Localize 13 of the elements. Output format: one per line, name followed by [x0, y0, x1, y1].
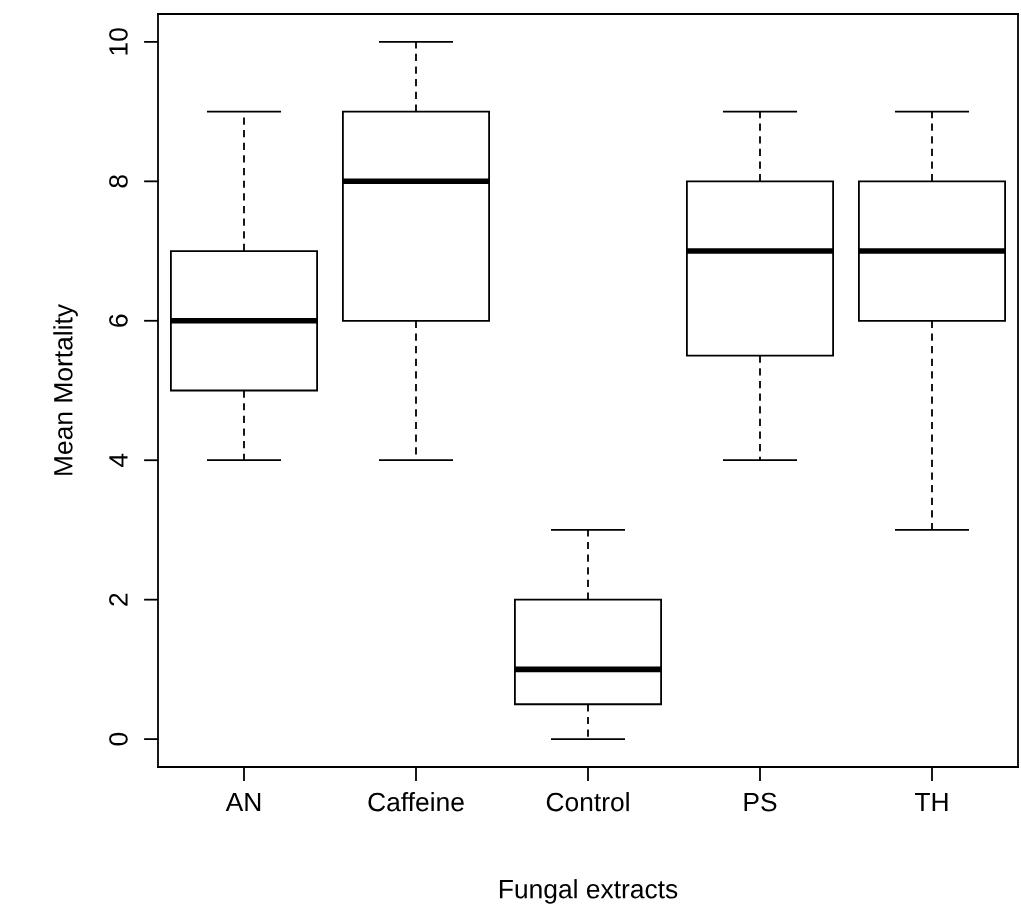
x-tick-label: Control [546, 792, 629, 812]
x-tick-label: AN [225, 792, 261, 812]
y-tick-label: 10 [109, 28, 128, 55]
x-tick-label: Caffeine [368, 792, 464, 812]
y-tick-label: 6 [109, 314, 128, 327]
y-tick-label: 4 [109, 453, 128, 467]
x-tick-label: TH [915, 792, 948, 812]
x-axis-title: Fungal extracts [499, 879, 678, 904]
y-tick-label: 2 [109, 593, 128, 606]
y-tick-label: 8 [109, 175, 128, 188]
x-tick-label: PS [744, 792, 777, 812]
y-axis-title: Mean Mortality [53, 304, 78, 475]
y-tick-label: 0 [109, 732, 128, 746]
